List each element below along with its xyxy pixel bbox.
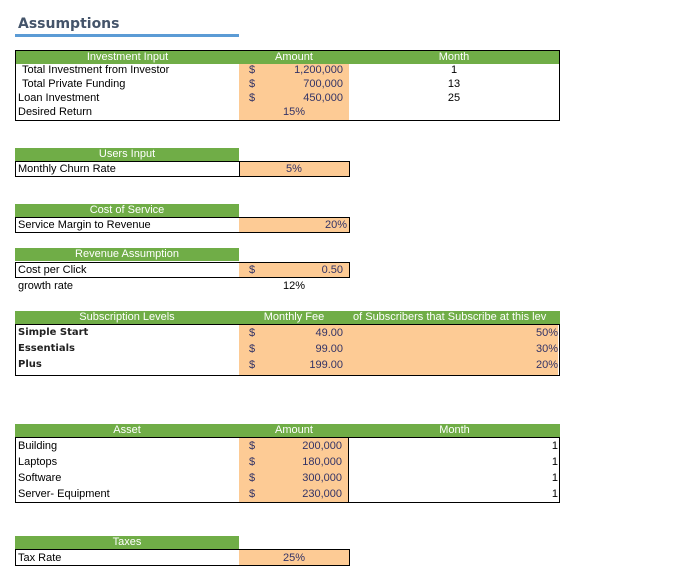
churn-value[interactable]: 5%	[286, 163, 302, 175]
asset-row-amount[interactable]: $ 230,000	[239, 487, 348, 501]
cost-per-click-row	[15, 262, 350, 278]
amount-value: 300,000	[302, 472, 342, 484]
investment-header-amount: Amount	[239, 51, 349, 64]
currency-symbol: $	[249, 343, 256, 355]
investment-row-label: Total Investment from Investor	[22, 64, 170, 76]
amount-value: 450,000	[303, 92, 343, 104]
cpc-label: Cost per Click	[18, 264, 87, 276]
asset-row-label: Server- Equipment	[18, 488, 110, 500]
tax-rate-row	[15, 549, 350, 566]
investment-row-month[interactable]: 13	[447, 78, 461, 90]
margin-cell-bg	[239, 218, 349, 232]
asset-row-amount[interactable]: $ 300,000	[239, 471, 348, 485]
subscription-row-label: Simple Start	[18, 327, 89, 338]
amount-value: 180,000	[302, 456, 342, 468]
subscription-row-share[interactable]: 20%	[535, 359, 558, 371]
currency-symbol: $	[249, 64, 256, 76]
margin-value[interactable]: 20%	[324, 219, 347, 231]
tax-cell-bg	[239, 550, 349, 565]
churn-label: Monthly Churn Rate	[18, 163, 116, 175]
subscription-header-label: Subscription Levels	[15, 311, 239, 324]
tax-rate-label: Tax Rate	[18, 552, 62, 564]
asset-row-amount[interactable]: $ 180,000	[239, 455, 348, 469]
cpc-cell-bg	[239, 263, 349, 277]
growth-rate-value[interactable]: 12%	[282, 280, 306, 292]
subscription-row-fee[interactable]: $ 99.00	[239, 342, 349, 356]
assets-amount-column	[239, 438, 349, 502]
subscription-row-share[interactable]: 50%	[535, 327, 558, 339]
users-input-header: Users Input	[15, 148, 239, 161]
cpc-value[interactable]: $ 0.50	[239, 263, 349, 277]
asset-row-label: Laptops	[18, 456, 58, 468]
cost-of-service-row	[15, 217, 350, 233]
asset-row-label: Building	[18, 440, 58, 452]
investment-amount-column	[239, 64, 349, 120]
investment-header-month: Month	[349, 51, 559, 64]
investment-row-month[interactable]: 1	[450, 64, 458, 76]
subscription-row-fee[interactable]: $ 199.00	[239, 358, 349, 372]
fee-value: 99.00	[315, 343, 343, 355]
subscription-header-share: of Subscribers that Subscribe at this le…	[349, 311, 560, 324]
currency-symbol: $	[249, 327, 256, 339]
investment-row-label: Desired Return	[18, 106, 92, 118]
amount-value: 200,000	[302, 440, 342, 452]
amount-value: 0.50	[321, 264, 343, 276]
users-input-row	[15, 161, 350, 177]
amount-value: 1,200,000	[294, 64, 343, 76]
desired-return-value[interactable]: 15%	[282, 106, 306, 118]
assets-header-label: Asset	[15, 424, 239, 437]
asset-row-month[interactable]: 1	[551, 488, 558, 500]
page-title: Assumptions	[18, 16, 120, 32]
currency-symbol: $	[249, 92, 256, 104]
investment-row-amount[interactable]: $ 1,200,000	[239, 63, 349, 77]
asset-row-month[interactable]: 1	[551, 472, 558, 484]
subscription-row-fee[interactable]: $ 49.00	[239, 326, 349, 340]
churn-cell-bg	[239, 162, 349, 176]
currency-symbol: $	[249, 472, 256, 484]
asset-row-month[interactable]: 1	[551, 440, 558, 452]
investment-row-amount[interactable]: $ 450,000	[239, 91, 349, 105]
subscription-row-share[interactable]: 30%	[535, 343, 558, 355]
subscription-row-label: Plus	[18, 359, 42, 370]
currency-symbol: $	[249, 264, 256, 276]
fee-value: 199.00	[309, 359, 343, 371]
margin-label: Service Margin to Revenue	[18, 219, 151, 231]
assets-header-month: Month	[349, 424, 560, 437]
cost-of-service-header: Cost of Service	[15, 204, 239, 217]
revenue-assumption-header: Revenue Assumption	[15, 248, 239, 261]
taxes-header: Taxes	[15, 536, 239, 549]
tax-rate-value[interactable]: 25%	[282, 552, 306, 564]
amount-value: 230,000	[302, 488, 342, 500]
fee-value: 49.00	[315, 327, 343, 339]
asset-row-label: Software	[18, 472, 62, 484]
subscription-orange-bg	[239, 325, 558, 375]
investment-header-label: Investment Input	[16, 51, 239, 64]
investment-row-label: Total Private Funding	[22, 78, 126, 90]
asset-row-amount[interactable]: $ 200,000	[239, 439, 348, 453]
asset-row-month[interactable]: 1	[551, 456, 558, 468]
assets-table	[15, 437, 560, 503]
assets-header-amount: Amount	[239, 424, 349, 437]
investment-row-amount[interactable]: $ 700,000	[239, 77, 349, 91]
title-underline	[15, 34, 239, 37]
subscription-table	[15, 324, 560, 376]
investment-row-month[interactable]: 25	[447, 92, 461, 104]
subscription-row-label: Essentials	[18, 343, 75, 354]
growth-rate-label: growth rate	[18, 280, 74, 292]
amount-value: 700,000	[303, 78, 343, 90]
currency-symbol: $	[249, 78, 256, 90]
currency-symbol: $	[249, 488, 256, 500]
investment-row-label: Loan Investment	[18, 92, 100, 104]
currency-symbol: $	[249, 440, 256, 452]
investment-table	[15, 50, 560, 121]
currency-symbol: $	[249, 359, 256, 371]
subscription-header-fee: Monthly Fee	[239, 311, 349, 324]
currency-symbol: $	[249, 456, 256, 468]
